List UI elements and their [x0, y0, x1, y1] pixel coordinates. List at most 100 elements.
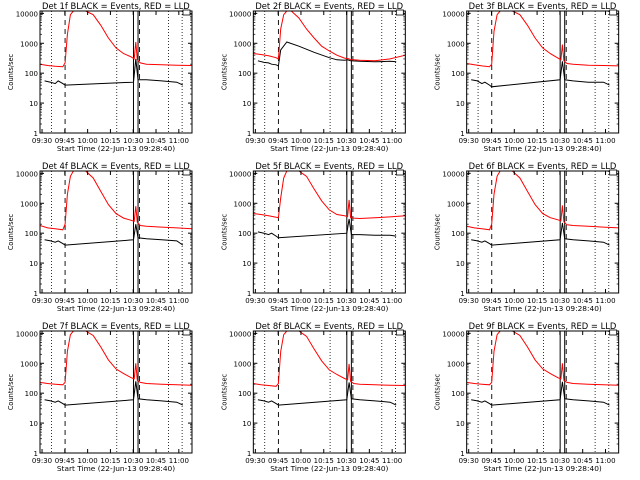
detector-panel: Det 4f BLACK = Events, RED = LLD 1 10 100 10…: [7, 161, 193, 313]
y-tick-label: 10: [242, 260, 251, 268]
lld-series-line: [466, 331, 619, 386]
x-tick-label: 10:15: [527, 137, 547, 145]
x-tick-label: 09:45: [481, 297, 501, 305]
x-tick-label: 10:45: [146, 137, 166, 145]
x-tick-label: 11:00: [595, 297, 615, 305]
y-tick-label: 1000: [447, 200, 465, 208]
x-tick-label: 09:45: [268, 137, 288, 145]
lld-series-line: [253, 11, 406, 62]
plot-frame: [252, 10, 406, 134]
panel-title: Det 2f BLACK = Events, RED = LLD: [255, 1, 403, 11]
x-tick-label: 09:45: [55, 297, 75, 305]
y-tick-label: 1000: [447, 360, 465, 368]
x-tick-label: 09:30: [459, 297, 479, 305]
x-axis-title: Start Time (22-Jun-13 09:28:40): [270, 464, 388, 473]
y-axis-title: Counts/sec: [220, 213, 228, 250]
x-tick-label: 10:30: [336, 457, 356, 465]
lld-series-line: [40, 11, 192, 68]
detector-panel: Det 3f BLACK = Events, RED = LLD 1 10 100 10…: [434, 1, 620, 153]
x-tick-label: 09:45: [268, 297, 288, 305]
y-tick-label: 1000: [447, 40, 465, 48]
x-tick-label: 10:15: [527, 457, 547, 465]
detector-panel: Det 8f BLACK = Events, RED = LLD 1 10 100 10…: [220, 321, 406, 473]
corner-marker: [609, 9, 618, 16]
y-axis-title: Counts/sec: [7, 53, 15, 90]
x-tick-label: 10:00: [78, 297, 98, 305]
x-tick-label: 10:45: [146, 297, 166, 305]
x-axis-title: Start Time (22-Jun-13 09:28:40): [57, 464, 175, 473]
x-tick-label: 10:30: [550, 457, 570, 465]
y-tick-label: 1: [460, 130, 464, 138]
corner-marker: [182, 169, 191, 176]
y-axis-title: Counts/sec: [434, 373, 442, 410]
y-tick-label: 100: [25, 230, 38, 238]
x-tick-label: 09:45: [481, 137, 501, 145]
plot-frame: [466, 170, 620, 294]
plot-frame: [252, 330, 406, 454]
y-tick-label: 1000: [20, 40, 38, 48]
x-tick-label: 10:30: [336, 297, 356, 305]
y-tick-label: 1: [247, 450, 251, 458]
x-tick-label: 10:30: [336, 137, 356, 145]
x-tick-label: 10:30: [123, 297, 143, 305]
events-series-line: [44, 381, 184, 406]
y-tick-label: 100: [238, 230, 251, 238]
x-tick-label: 11:00: [382, 297, 402, 305]
y-tick-label: 10: [29, 260, 38, 268]
y-tick-label: 10: [242, 420, 251, 428]
events-series-line: [257, 382, 397, 406]
y-axis-title: Counts/sec: [434, 213, 442, 250]
x-tick-label: 10:30: [123, 457, 143, 465]
x-tick-label: 10:15: [100, 297, 120, 305]
y-tick-label: 1: [247, 130, 251, 138]
y-axis-title: Counts/sec: [220, 373, 228, 410]
x-tick-label: 09:30: [32, 297, 52, 305]
y-tick-label: 1000: [20, 360, 38, 368]
x-axis-title: Start Time (22-Jun-13 09:28:40): [57, 144, 175, 153]
y-tick-label: 100: [238, 390, 251, 398]
plot-frame: [466, 330, 620, 454]
x-tick-label: 10:00: [291, 137, 311, 145]
x-tick-label: 10:30: [550, 137, 570, 145]
detector-panel: Det 5f BLACK = Events, RED = LLD 1 10 100 10…: [220, 161, 406, 313]
x-tick-label: 10:00: [504, 457, 524, 465]
y-tick-label: 1: [34, 130, 38, 138]
x-tick-label: 10:45: [359, 457, 379, 465]
x-tick-label: 10:15: [100, 457, 120, 465]
lld-series-line: [253, 171, 406, 220]
x-tick-label: 10:45: [359, 297, 379, 305]
plot-frame: [252, 170, 406, 294]
panel-title: Det 8f BLACK = Events, RED = LLD: [255, 321, 403, 331]
x-tick-label: 10:45: [359, 137, 379, 145]
y-tick-label: 1: [460, 290, 464, 298]
events-series-line: [257, 218, 397, 239]
x-tick-label: 09:30: [32, 137, 52, 145]
lld-series-line: [40, 331, 192, 386]
events-series-line: [44, 224, 184, 246]
x-tick-label: 09:30: [245, 297, 265, 305]
y-tick-label: 1: [34, 450, 38, 458]
y-axis-title: Counts/sec: [7, 213, 15, 250]
plot-frame: [39, 330, 193, 454]
y-tick-label: 10000: [16, 330, 38, 338]
corner-marker: [182, 329, 191, 336]
panel-title: Det 1f BLACK = Events, RED = LLD: [42, 1, 190, 11]
y-tick-label: 1000: [234, 40, 252, 48]
x-tick-label: 10:30: [123, 137, 143, 145]
x-tick-label: 09:30: [459, 137, 479, 145]
y-tick-label: 10: [242, 100, 251, 108]
y-tick-label: 100: [451, 230, 464, 238]
detector-panel: Det 1f BLACK = Events, RED = LLD 1 10 100 10…: [7, 1, 193, 153]
events-series-line: [471, 61, 610, 88]
events-series-line: [257, 41, 397, 67]
y-tick-label: 1000: [20, 200, 38, 208]
panel-title: Det 6f BLACK = Events, RED = LLD: [469, 161, 617, 171]
panel-title: Det 4f BLACK = Events, RED = LLD: [42, 161, 190, 171]
events-series-line: [471, 381, 610, 406]
x-axis-title: Start Time (22-Jun-13 09:28:40): [484, 464, 602, 473]
x-tick-label: 09:45: [55, 137, 75, 145]
y-tick-label: 10: [456, 420, 465, 428]
x-tick-label: 11:00: [595, 137, 615, 145]
y-tick-label: 10000: [229, 330, 251, 338]
